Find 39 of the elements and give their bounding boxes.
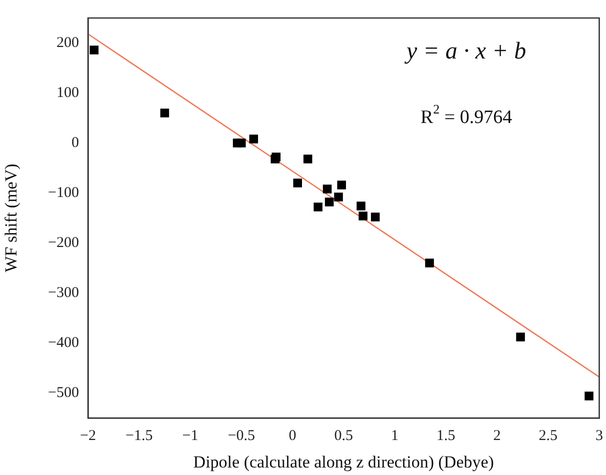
y-tick-label: −400 (48, 334, 79, 351)
x-tick-label: 3 (596, 428, 603, 444)
y-tick-label: 200 (56, 34, 79, 51)
y-tick-label: −300 (48, 284, 79, 301)
annotation: y = a · x + b (404, 38, 526, 64)
point (303, 154, 312, 164)
point (358, 212, 368, 220)
x-tick-label: −0.5 (228, 428, 255, 444)
y-tick-label: −100 (48, 184, 79, 201)
point (160, 108, 170, 118)
y-tick-label: −200 (48, 234, 79, 251)
point (584, 392, 594, 400)
x-axis-title: Dipole (calculate along z direction) (Debye) (193, 452, 494, 472)
point (334, 192, 343, 202)
point (516, 332, 525, 342)
point (90, 46, 99, 54)
point (236, 138, 246, 148)
point (356, 202, 366, 210)
point (322, 184, 332, 194)
x-tick-label: −2 (80, 428, 96, 444)
point (324, 198, 334, 206)
point (425, 258, 434, 268)
x-tick-label: 0 (288, 428, 296, 444)
y-axis-title: WF shift (meV) (2, 164, 21, 272)
y-tick-label: 0 (72, 134, 79, 151)
point (293, 178, 302, 188)
x-tick-label: −1 (182, 428, 198, 444)
point (249, 134, 258, 144)
point (337, 180, 346, 190)
y-tick-label: −500 (48, 384, 79, 401)
x-tick-label: 2 (493, 428, 501, 444)
point (370, 212, 380, 222)
y-tick-label: 100 (56, 84, 79, 101)
x-tick-label: 2.5 (538, 428, 558, 444)
x-tick-label: 0.5 (334, 428, 353, 444)
x-tick-label: 1.5 (436, 428, 456, 444)
x-tick-label: −1.5 (126, 428, 153, 444)
x-tick-label: 1 (391, 428, 398, 444)
point (314, 202, 322, 212)
